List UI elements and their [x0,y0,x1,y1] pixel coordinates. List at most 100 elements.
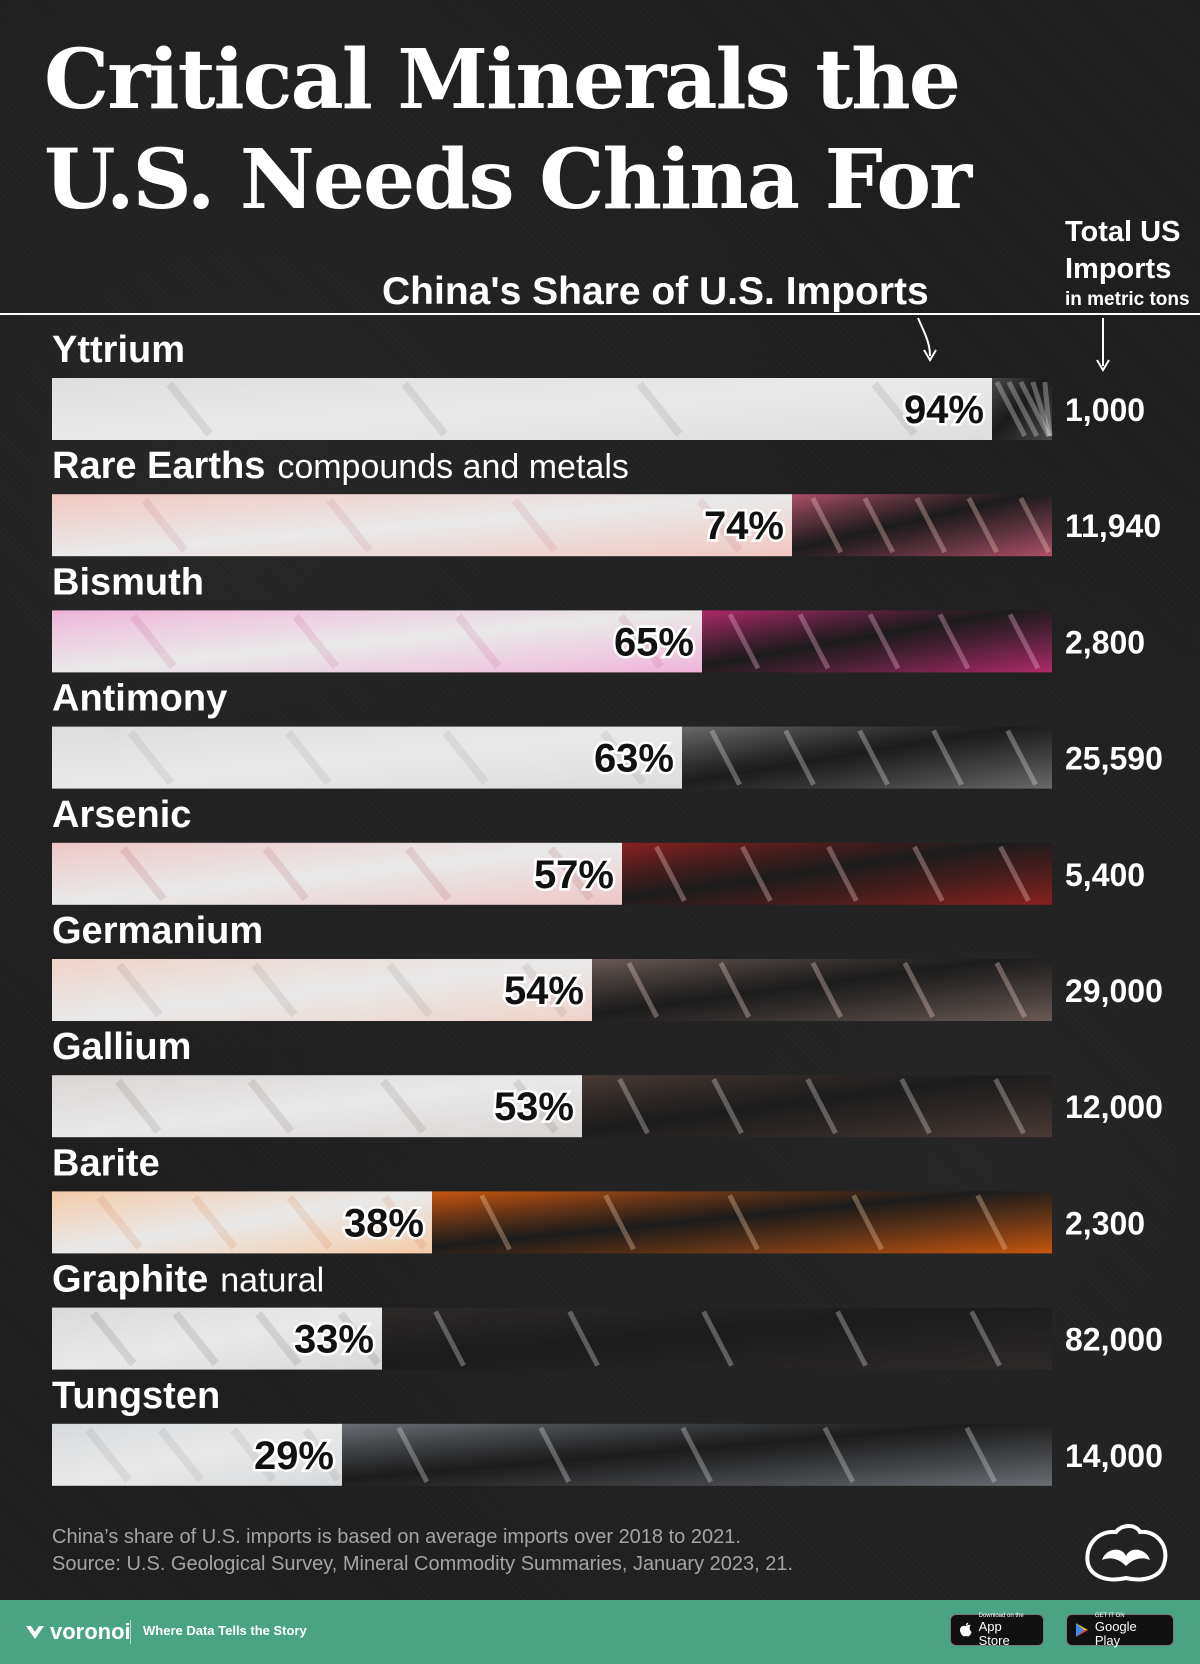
texture-streak [718,961,752,1019]
app-store-button[interactable]: Download on the App Store [950,1613,1044,1647]
share-value-label: 63% [594,737,674,781]
column-head-line-1: Total US [1065,216,1181,248]
column-head-unit: in metric tons [1065,289,1190,310]
total-imports-label: 14,000 [1065,1438,1163,1474]
texture-streak [1042,381,1053,437]
google-play-button[interactable]: GET IT ON Google Play [1066,1612,1174,1647]
texture-streak [127,730,174,786]
share-value-label: 54% [504,969,584,1013]
tagline: Where Data Tells the Story [143,1623,307,1638]
footer-source: Source: U.S. Geological Survey, Mineral … [52,1553,794,1575]
texture-streak [1005,729,1038,786]
texture-streak [810,497,844,554]
texture-streak [1030,381,1053,437]
texture-streak [547,846,594,902]
category-name: Germanium [52,910,263,952]
texture-streak [727,613,761,670]
texture-streak [810,961,844,1019]
texture-streak [867,613,901,670]
title-line-1: Critical Minerals the [44,32,961,128]
texture-streak [964,1426,998,1483]
total-imports-label: 82,000 [1065,1322,1163,1358]
brand[interactable]: voronoi [24,1619,131,1645]
category-label: Tungsten [52,1375,220,1417]
total-imports-label: 11,940 [1065,508,1161,544]
imports-pointer-arrowhead [1096,359,1110,372]
category-name: Tungsten [52,1375,220,1417]
remainder-segment [582,1075,1052,1138]
category-label: Antimony [52,678,227,720]
texture-streak [783,729,816,786]
texture-streak [857,729,890,786]
texture-streak [302,1427,342,1482]
category-name: Bismuth [52,561,204,603]
texture-streak [994,380,1028,438]
bottom-bar: voronoi Where Data Tells the Story Downl… [0,1600,1200,1664]
category-label: Yttrium [52,329,185,371]
texture-streak [998,845,1031,902]
total-imports-label: 12,000 [1065,1089,1163,1125]
texture-streak [255,1311,302,1367]
bar-chart: Yttrium 94% 1,000 Rare Earths compounds and … [52,329,1163,1486]
total-imports-label: 2,300 [1065,1205,1145,1241]
texture-streak [85,1427,132,1483]
texture-streak [90,1311,137,1367]
texture-streak [626,961,660,1019]
china-share-bar [52,726,682,789]
texture-streak [966,497,1000,554]
texture-streak [567,1310,600,1367]
texture-streak [479,1194,512,1251]
total-imports-label: 5,400 [1065,857,1145,893]
texture-streak [975,1194,1008,1251]
texture-streak [511,497,558,553]
share-value-label: 57% [534,853,614,897]
texture-streak [141,497,188,553]
texture-streak [1006,380,1040,438]
category-name: Yttrium [52,329,185,371]
remainder-segment [342,1423,1052,1486]
texture-streak [937,613,971,670]
share-value-label: 74% [704,504,784,548]
google-play-small: GET IT ON [1094,1612,1125,1619]
voronoi-logo-icon [1085,1524,1168,1582]
category-label: Rare Earths compounds and metals [52,445,629,487]
texture-streak [381,1194,428,1250]
texture-streak [835,1310,868,1367]
category-name: Arsenic [52,794,191,836]
texture-streak [969,1310,1002,1367]
texture-streak [130,613,177,669]
share-pointer-arrow [917,317,931,357]
total-imports-column-header: Total US Imports in metric tons [1065,214,1190,312]
category-label: Arsenic [52,794,191,836]
share-value-label: 38% [344,1201,424,1245]
total-imports-label: 2,800 [1065,624,1145,660]
texture-streak [851,1194,884,1251]
total-imports-label: 25,590 [1065,741,1163,777]
texture-streak [521,962,568,1018]
texture-streak [822,1426,856,1483]
remainder-segment [432,1191,1052,1254]
texture-streak [826,845,859,902]
brand-divider [130,1620,131,1644]
category-qualifier: compounds and metals [277,448,629,486]
share-value-label: 94% [904,388,984,432]
category-name: Barite [52,1142,160,1184]
texture-streak [1018,380,1052,438]
china-share-bar [52,1423,342,1486]
texture-streak [617,613,664,669]
texture-streak [871,381,918,437]
texture-streak [1018,497,1052,554]
texture-streak [680,1426,714,1483]
footer-notes: China’s share of U.S. imports is based o… [52,1524,793,1578]
category-label: Graphite natural [52,1259,324,1301]
texture-streak [172,1311,219,1367]
texture-streak [285,730,332,786]
china-share-bar [52,378,992,440]
texture-streak [433,1310,466,1367]
texture-streak [914,497,948,554]
google-play-icon [1075,1623,1088,1637]
pointer-arrows [917,317,1110,372]
texture-streak [701,1310,734,1367]
texture-streak [326,497,373,553]
texture-streak [396,1426,430,1483]
